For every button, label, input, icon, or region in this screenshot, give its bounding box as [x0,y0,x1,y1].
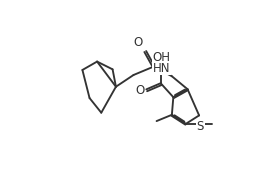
Text: OH: OH [153,51,171,64]
Text: S: S [196,120,204,133]
Text: O: O [134,36,143,49]
Text: HN: HN [153,62,170,75]
Text: O: O [135,84,144,97]
